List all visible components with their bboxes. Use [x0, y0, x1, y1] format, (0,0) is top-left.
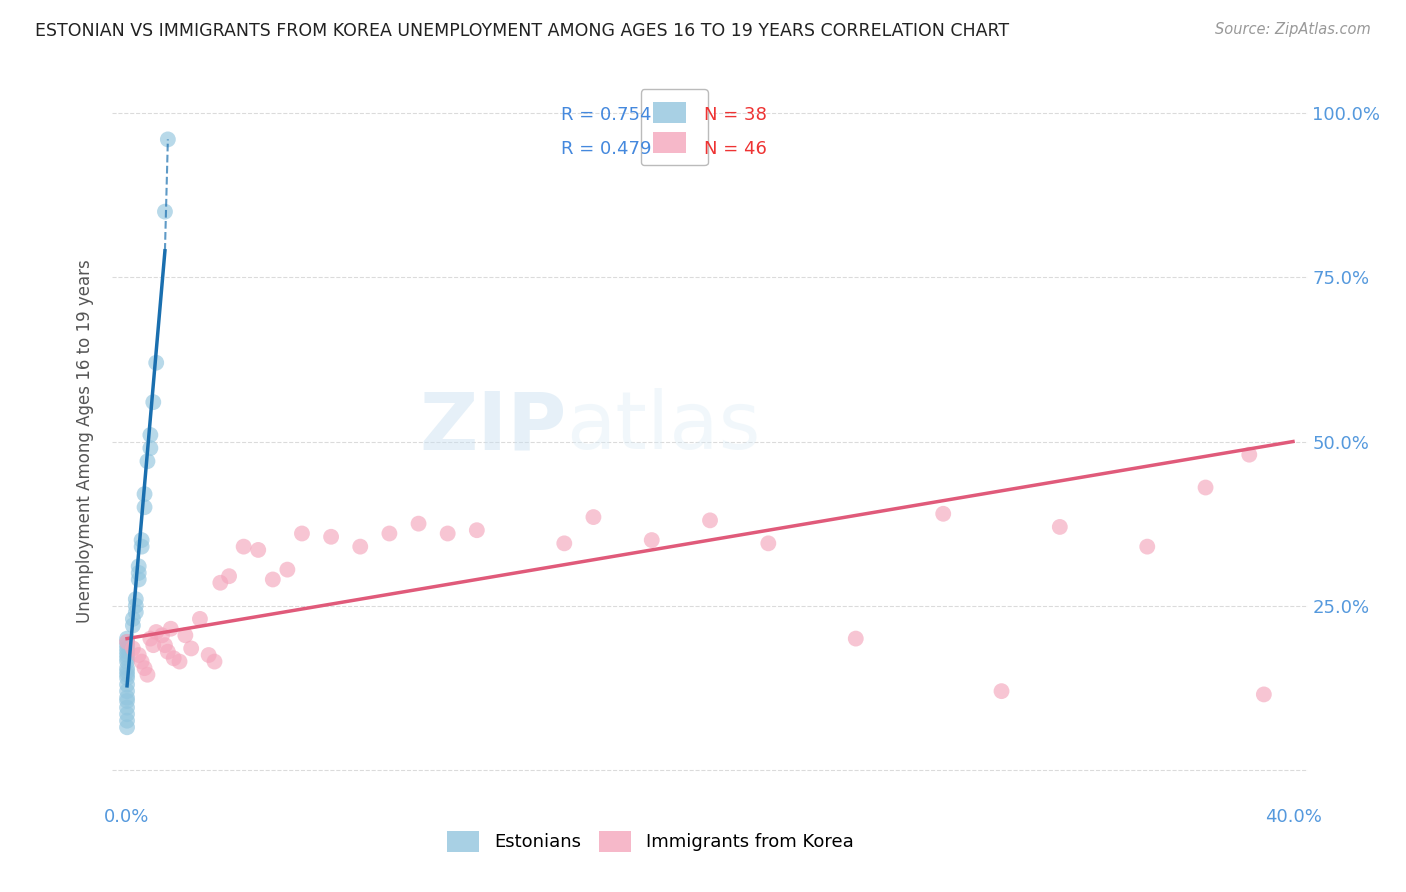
Point	[553, 536, 575, 550]
Point	[115, 635, 138, 649]
Point	[319, 530, 342, 544]
Point	[145, 356, 167, 370]
Point	[115, 661, 138, 675]
Text: atlas: atlas	[567, 388, 761, 467]
Text: N = 46: N = 46	[704, 139, 766, 158]
Point	[115, 632, 138, 646]
Legend: Estonians, Immigrants from Korea: Estonians, Immigrants from Korea	[440, 823, 860, 859]
Text: Source: ZipAtlas.com: Source: ZipAtlas.com	[1215, 22, 1371, 37]
Point	[142, 395, 165, 409]
Point	[1136, 540, 1159, 554]
Point	[232, 540, 254, 554]
Point	[122, 618, 145, 632]
Point	[699, 513, 721, 527]
Point	[134, 487, 156, 501]
Point	[128, 573, 150, 587]
Point	[156, 132, 179, 146]
Point	[276, 563, 298, 577]
Point	[845, 632, 868, 646]
Point	[180, 641, 202, 656]
Point	[139, 441, 162, 455]
Point	[349, 540, 371, 554]
Point	[131, 533, 153, 547]
Point	[262, 573, 284, 587]
Point	[125, 592, 148, 607]
Point	[115, 684, 138, 698]
Point	[1253, 687, 1275, 701]
Point	[115, 707, 138, 722]
Point	[115, 665, 138, 679]
Point	[641, 533, 664, 547]
Point	[142, 638, 165, 652]
Point	[122, 612, 145, 626]
Point	[115, 648, 138, 662]
Point	[209, 575, 232, 590]
Text: R = 0.754: R = 0.754	[561, 105, 651, 124]
Point	[115, 638, 138, 652]
Point	[115, 700, 138, 714]
Point	[756, 536, 779, 550]
Point	[125, 599, 148, 613]
Point	[134, 500, 156, 515]
Point	[145, 625, 167, 640]
Point	[115, 694, 138, 708]
Point	[159, 622, 181, 636]
Point	[131, 655, 153, 669]
Text: ZIP: ZIP	[419, 388, 567, 467]
Point	[115, 714, 138, 728]
Point	[115, 635, 138, 649]
Point	[247, 542, 270, 557]
Point	[115, 671, 138, 685]
Point	[125, 605, 148, 619]
Point	[115, 720, 138, 734]
Point	[1049, 520, 1071, 534]
Point	[436, 526, 458, 541]
Point	[115, 690, 138, 705]
Point	[169, 655, 191, 669]
Y-axis label: Unemployment Among Ages 16 to 19 years: Unemployment Among Ages 16 to 19 years	[76, 260, 94, 624]
Point	[153, 638, 176, 652]
Point	[990, 684, 1012, 698]
Point	[122, 641, 145, 656]
Point	[115, 651, 138, 665]
Point	[291, 526, 314, 541]
Point	[408, 516, 430, 531]
Point	[139, 632, 162, 646]
Point	[131, 540, 153, 554]
Point	[115, 641, 138, 656]
Point	[204, 655, 226, 669]
Point	[163, 651, 186, 665]
Point	[188, 612, 211, 626]
Point	[153, 204, 176, 219]
Point	[150, 628, 173, 642]
Point	[128, 648, 150, 662]
Point	[582, 510, 605, 524]
Point	[174, 628, 197, 642]
Point	[115, 655, 138, 669]
Point	[932, 507, 955, 521]
Point	[197, 648, 219, 662]
Point	[1194, 481, 1216, 495]
Point	[115, 645, 138, 659]
Text: R = 0.479: R = 0.479	[561, 139, 651, 158]
Point	[115, 677, 138, 691]
Point	[1239, 448, 1261, 462]
Point	[134, 661, 156, 675]
Point	[128, 566, 150, 580]
Point	[465, 523, 488, 537]
Point	[128, 559, 150, 574]
Point	[115, 667, 138, 681]
Point	[218, 569, 240, 583]
Text: N = 38: N = 38	[704, 105, 766, 124]
Point	[378, 526, 401, 541]
Point	[139, 428, 162, 442]
Point	[136, 454, 159, 468]
Text: ESTONIAN VS IMMIGRANTS FROM KOREA UNEMPLOYMENT AMONG AGES 16 TO 19 YEARS CORRELA: ESTONIAN VS IMMIGRANTS FROM KOREA UNEMPL…	[35, 22, 1010, 40]
Point	[156, 645, 179, 659]
Point	[136, 667, 159, 681]
